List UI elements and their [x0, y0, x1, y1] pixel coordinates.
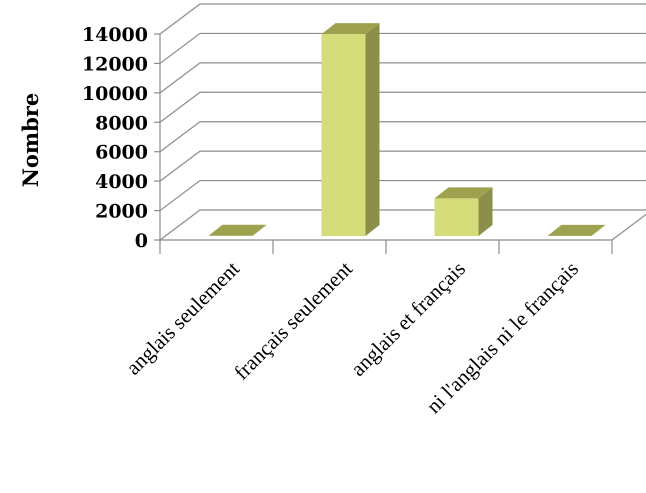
- gridlines: [159, 3, 646, 241]
- y-tick-label: 6000: [95, 142, 148, 164]
- gridline: [159, 62, 646, 94]
- y-tick-label: 0: [135, 230, 148, 252]
- bar: [547, 224, 606, 236]
- y-tick-label: 4000: [95, 171, 148, 193]
- gridline: [159, 3, 646, 35]
- bar: [208, 224, 267, 236]
- y-tick-label: 12000: [82, 53, 148, 75]
- gridline: [159, 209, 646, 241]
- gridline: [159, 150, 646, 182]
- y-tick-label: 10000: [82, 83, 148, 105]
- bar-top-face: [321, 23, 380, 35]
- y-tick-label: 2000: [95, 201, 148, 223]
- bar-top-face: [547, 224, 606, 236]
- x-tick-label: anglais seulement: [121, 256, 244, 379]
- bar-top-face: [434, 187, 493, 199]
- gridline: [159, 32, 646, 64]
- bar-side-face: [591, 224, 606, 236]
- bar-top-face: [208, 224, 267, 236]
- bar-front-face: [434, 198, 479, 236]
- bars: [208, 23, 606, 237]
- bar-side-face: [365, 23, 380, 237]
- bar: [434, 187, 493, 236]
- x-tick-label: français seulement: [229, 256, 357, 384]
- x-tick-label: anglais et français: [346, 257, 470, 381]
- y-tick-labels: 0 2000 4000 6000 8000 10000 12000 14000: [82, 24, 148, 252]
- gridline: [159, 179, 646, 212]
- bar-front-face: [321, 34, 366, 237]
- bar-side-face: [478, 187, 493, 236]
- gridline: [159, 121, 646, 153]
- bar: [321, 23, 380, 237]
- y-axis-label: Nombre: [18, 93, 43, 188]
- axes: [154, 33, 646, 254]
- floor-right-edge: [611, 213, 646, 241]
- y-tick-label: 8000: [95, 112, 148, 134]
- gridline: [159, 91, 646, 123]
- y-tick-label: 14000: [82, 24, 148, 46]
- bar-side-face: [252, 224, 267, 236]
